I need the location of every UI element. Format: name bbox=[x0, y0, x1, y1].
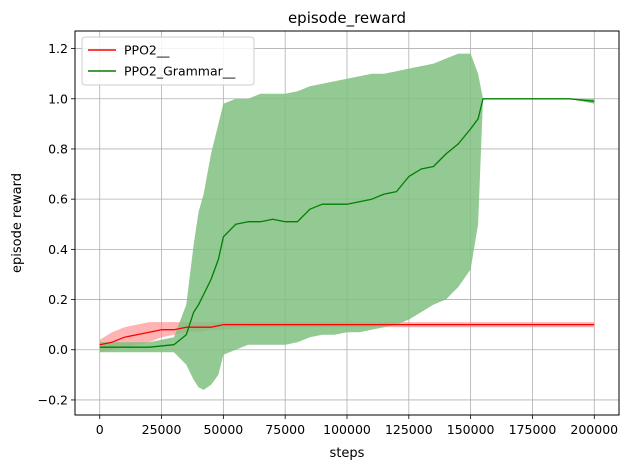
y-tick-label: 0.6 bbox=[48, 192, 68, 207]
chart-title: episode_reward bbox=[288, 9, 406, 28]
x-tick-label: 200000 bbox=[570, 422, 618, 437]
x-tick-label: 175000 bbox=[509, 422, 557, 437]
x-tick-label: 50000 bbox=[203, 422, 243, 437]
legend-label-2: PPO2_Grammar__ bbox=[124, 64, 236, 79]
confidence-bands bbox=[99, 53, 595, 390]
y-tick-label: 1.2 bbox=[48, 41, 68, 56]
x-tick-label: 100000 bbox=[323, 422, 371, 437]
x-tick-label: 25000 bbox=[142, 422, 182, 437]
y-tick-label: 0.4 bbox=[48, 242, 68, 257]
legend-box bbox=[81, 36, 255, 86]
x-tick-label: 150000 bbox=[447, 422, 495, 437]
y-tick-label: 0.8 bbox=[48, 141, 68, 156]
legend-label-1: PPO2__ bbox=[124, 43, 170, 58]
y-axis: −0.2 0.0 0.2 0.4 0.6 0.8 1.0 1.2 bbox=[38, 41, 75, 407]
series-band-2 bbox=[99, 53, 595, 390]
y-tick-label: 0.2 bbox=[48, 292, 68, 307]
y-tick-label: 1.0 bbox=[48, 91, 68, 106]
x-tick-label: 0 bbox=[96, 422, 104, 437]
x-axis-title: steps bbox=[330, 446, 365, 461]
x-axis: 0 25000 50000 75000 100000 125000 150000 175000… bbox=[96, 415, 618, 437]
series-line-1 bbox=[99, 323, 595, 346]
x-tick-label: 75000 bbox=[265, 422, 305, 437]
y-axis-title: episode reward bbox=[10, 173, 25, 273]
legend: PPO2__ PPO2_Grammar__ bbox=[81, 36, 255, 86]
y-tick-label: 0.0 bbox=[48, 342, 68, 357]
x-tick-label: 125000 bbox=[385, 422, 433, 437]
series-line-2 bbox=[99, 98, 595, 348]
y-tick-label: −0.2 bbox=[38, 392, 68, 407]
series-lines bbox=[99, 98, 595, 348]
